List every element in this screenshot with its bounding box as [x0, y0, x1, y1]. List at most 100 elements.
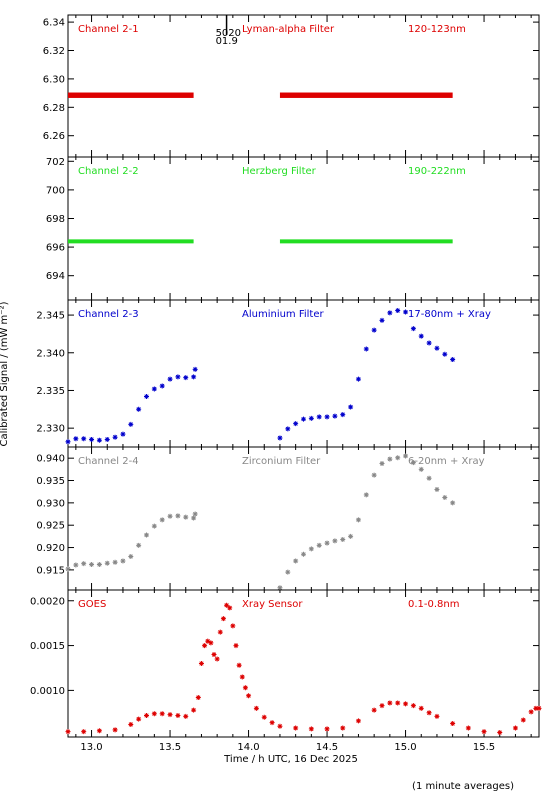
data-point [410, 326, 416, 332]
data-point [324, 726, 330, 732]
data-point [65, 439, 71, 445]
y-tick-label: 694 [46, 271, 65, 282]
x-tick-label: 14.5 [316, 742, 338, 753]
data-point [73, 436, 79, 442]
data-point [533, 705, 539, 711]
band-label: 6-20nm + Xray [408, 456, 485, 467]
data-band [279, 92, 453, 98]
data-point [340, 412, 346, 418]
data-point [316, 414, 322, 420]
data-point [442, 494, 448, 500]
data-point [159, 383, 165, 389]
data-point [195, 695, 201, 701]
filter-label: Xray Sensor [242, 599, 303, 610]
data-band [279, 239, 453, 244]
data-point [450, 500, 456, 506]
data-point [191, 374, 197, 380]
data-point [442, 351, 448, 357]
data-point [301, 416, 306, 422]
data-point [308, 415, 314, 421]
data-point [379, 703, 385, 709]
data-point [159, 711, 165, 717]
x-tick-label: 15.5 [473, 742, 495, 753]
band-label: 190-222nm [408, 166, 466, 177]
data-point [426, 710, 432, 716]
data-point [191, 515, 197, 521]
data-point [230, 623, 236, 629]
data-point [151, 386, 157, 392]
panel-frame [67, 14, 540, 158]
data-point [340, 725, 346, 731]
x-tick-label: 13.5 [159, 742, 181, 753]
data-point [520, 717, 526, 723]
data-point [387, 700, 393, 706]
data-point [144, 712, 149, 718]
data-point [89, 562, 95, 568]
data-point [363, 492, 369, 498]
panel-3: 2.330 2.335 2.340 2.345 Channel 2-3 Aluminium… [36, 299, 540, 448]
channel-label: Channel 2-1 [78, 24, 139, 35]
data-point [528, 709, 534, 715]
data-point [434, 486, 440, 492]
y-tick-label: 2.330 [36, 424, 65, 435]
y-tick-label: 700 [46, 185, 65, 196]
channel-label: Channel 2-4 [78, 456, 139, 467]
filter-label: Lyman-alpha Filter [242, 24, 335, 35]
data-point [96, 728, 102, 734]
data-point [395, 700, 401, 706]
data-point [214, 656, 220, 662]
data-point [512, 725, 518, 731]
panel-frame [67, 446, 540, 591]
data-point [497, 730, 503, 736]
data-point [224, 602, 230, 608]
y-tick-label: 696 [46, 243, 65, 254]
data-point [128, 553, 134, 559]
data-point [120, 558, 126, 564]
y-tick-label: 0.930 [36, 498, 65, 509]
data-point [112, 434, 118, 440]
y-axis-label: Calibrated Signal / (mW m⁻²) [0, 301, 10, 446]
data-point [136, 542, 142, 548]
data-band [68, 92, 194, 98]
data-point [205, 638, 211, 644]
data-point [308, 546, 314, 552]
data-point [151, 523, 157, 529]
data-point [371, 472, 377, 478]
marker-label-bottom: 01.9 [216, 36, 238, 47]
marker-label-top: 5020 [216, 28, 241, 39]
data-point [112, 727, 118, 733]
data-point [227, 605, 233, 611]
data-point [120, 431, 126, 437]
y-tick-label: 0.0015 [30, 641, 65, 652]
data-point [217, 629, 223, 635]
data-point [293, 558, 299, 564]
y-tick-label: 2.335 [36, 386, 65, 397]
data-point [403, 309, 409, 315]
data-point [183, 375, 189, 381]
footnote: (1 minute averages) [412, 781, 514, 792]
data-point [89, 436, 95, 442]
data-point [410, 703, 416, 709]
data-point [293, 725, 299, 731]
data-point [465, 725, 471, 731]
data-point [159, 517, 165, 523]
data-point [65, 566, 71, 572]
y-tick-label: 6.32 [43, 46, 65, 57]
data-point [175, 513, 181, 519]
data-point [233, 643, 239, 649]
data-point [301, 551, 306, 557]
data-point [167, 712, 173, 718]
data-point [379, 461, 385, 467]
data-point [332, 538, 338, 544]
y-tick-label: 0.920 [36, 543, 65, 554]
data-point [371, 707, 377, 713]
data-point [236, 662, 242, 668]
y-tick-label: 0.925 [36, 521, 65, 532]
data-point [220, 616, 226, 622]
panel-frame [67, 589, 540, 738]
data-point [144, 532, 149, 538]
data-point [202, 643, 208, 649]
data-point [379, 317, 385, 323]
data-point [242, 685, 248, 691]
data-point [65, 729, 71, 735]
